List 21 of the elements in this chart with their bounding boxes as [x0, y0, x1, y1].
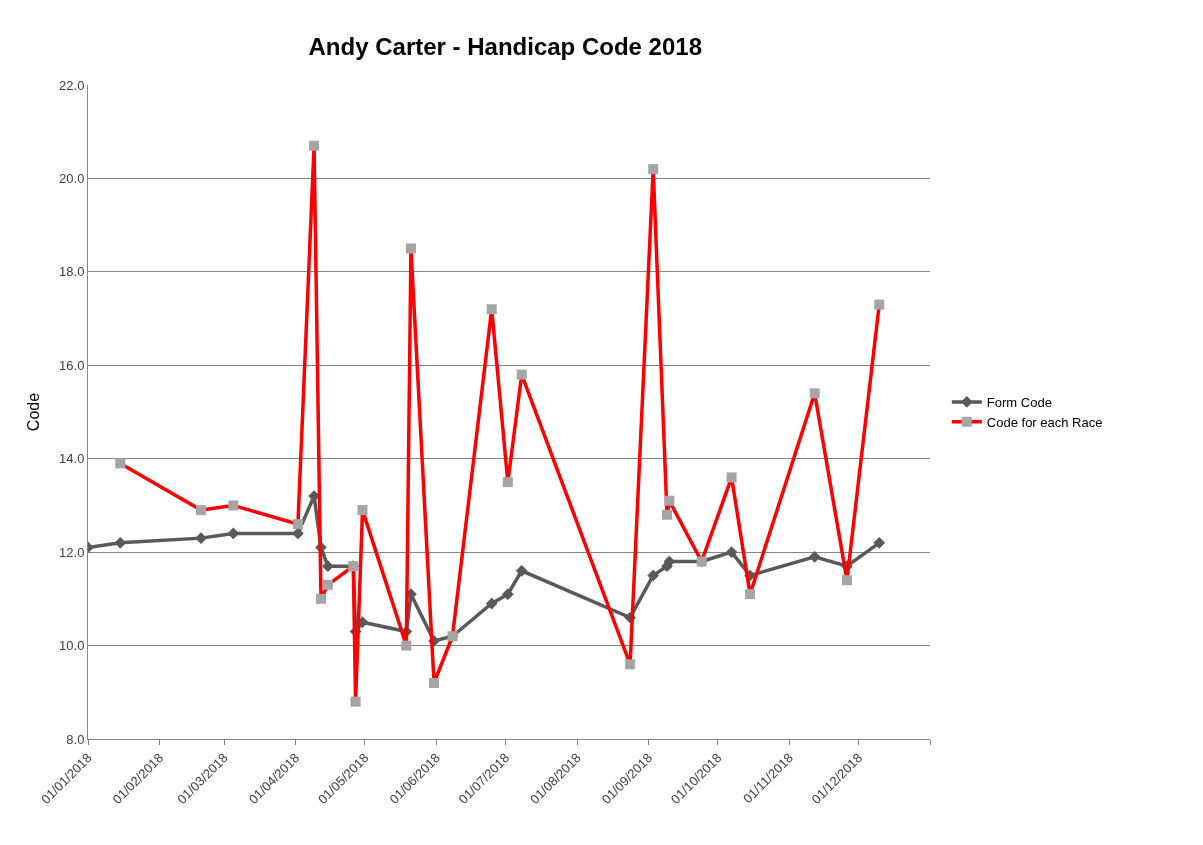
point — [647, 569, 660, 582]
point — [515, 564, 528, 577]
chart-title: Andy Carter - Handicap Code 2018 — [308, 32, 702, 60]
point — [502, 588, 514, 601]
point — [725, 546, 738, 558]
y-tick-label: 20.0 — [59, 170, 85, 186]
y-tick-label: 22.0 — [59, 77, 85, 93]
legend-label: Form Code — [986, 395, 1052, 411]
y-tick-label: 12.0 — [59, 544, 85, 560]
point — [808, 550, 821, 563]
point — [195, 532, 207, 544]
point — [322, 560, 334, 573]
point — [873, 536, 886, 549]
point — [485, 597, 498, 610]
y-tick-label: 18.0 — [59, 264, 85, 280]
y-axis-title: Code — [24, 392, 42, 432]
y-tick-label: 16.0 — [59, 357, 85, 373]
y-tick-label: 8.0 — [66, 731, 85, 747]
legend-label: Code for each Race — [986, 414, 1103, 430]
y-tick-label: 14.0 — [59, 451, 85, 467]
y-tick-label: 10.0 — [59, 638, 85, 654]
